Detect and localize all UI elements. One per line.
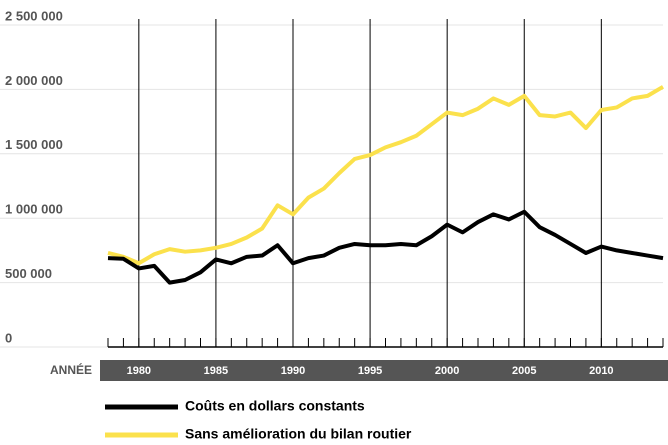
x-tick-label: 1995 xyxy=(358,365,382,377)
series-line xyxy=(107,209,664,285)
series-line xyxy=(107,85,665,266)
y-tick-label: 500 000 xyxy=(5,266,52,281)
y-tick-label: 2 000 000 xyxy=(5,73,63,88)
x-axis-band xyxy=(100,360,668,381)
x-axis-label: ANNÉE xyxy=(50,362,92,377)
x-tick-label: 2005 xyxy=(512,365,536,377)
x-tick-label: 1990 xyxy=(281,365,305,377)
x-tick-label: 1980 xyxy=(127,365,151,377)
y-tick-label: 2 500 000 xyxy=(5,8,63,23)
y-tick-label: 1 000 000 xyxy=(5,202,63,217)
legend-label: Sans amélioration du bilan routier xyxy=(185,426,412,442)
x-tick-label: 2010 xyxy=(589,365,613,377)
x-tick-label: 2000 xyxy=(435,365,459,377)
legend-label: Coûts en dollars constants xyxy=(185,398,365,414)
y-tick-label: 1 500 000 xyxy=(5,137,63,152)
x-tick-label: 1985 xyxy=(204,365,228,377)
y-tick-label: 0 xyxy=(5,330,12,345)
